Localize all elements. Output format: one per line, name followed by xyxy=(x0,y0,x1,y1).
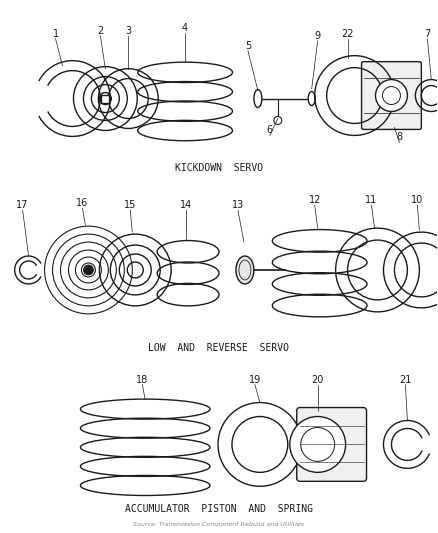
Ellipse shape xyxy=(236,256,254,284)
Text: 19: 19 xyxy=(249,375,261,385)
Text: 1: 1 xyxy=(53,29,59,39)
Bar xyxy=(101,94,110,102)
Text: 5: 5 xyxy=(245,41,251,51)
Ellipse shape xyxy=(308,92,315,106)
Text: 16: 16 xyxy=(76,198,88,208)
Text: KICKDOWN  SERVO: KICKDOWN SERVO xyxy=(175,163,263,173)
Text: 10: 10 xyxy=(411,195,424,205)
Text: 22: 22 xyxy=(341,29,354,39)
Text: 9: 9 xyxy=(314,31,321,41)
Text: 14: 14 xyxy=(180,200,192,210)
Text: 12: 12 xyxy=(308,195,321,205)
Text: 3: 3 xyxy=(125,26,131,36)
Text: 6: 6 xyxy=(267,125,273,135)
Text: 17: 17 xyxy=(17,200,29,210)
Ellipse shape xyxy=(254,90,262,108)
Text: 4: 4 xyxy=(182,23,188,33)
Text: 13: 13 xyxy=(232,200,244,210)
FancyBboxPatch shape xyxy=(361,62,421,130)
Text: Source: Transmission Component Rebuild and Utilities: Source: Transmission Component Rebuild a… xyxy=(134,522,304,527)
Text: 20: 20 xyxy=(311,375,324,385)
Text: 11: 11 xyxy=(365,195,378,205)
Circle shape xyxy=(290,416,346,472)
Text: 2: 2 xyxy=(97,26,103,36)
Circle shape xyxy=(83,265,93,275)
Text: 18: 18 xyxy=(136,375,148,385)
Text: LOW  AND  REVERSE  SERVO: LOW AND REVERSE SERVO xyxy=(148,343,290,353)
Text: 15: 15 xyxy=(124,200,137,210)
Text: 7: 7 xyxy=(424,29,431,39)
Text: 8: 8 xyxy=(396,132,403,142)
FancyBboxPatch shape xyxy=(297,408,367,481)
Circle shape xyxy=(375,79,407,111)
Text: ACCUMULATOR  PISTON  AND  SPRING: ACCUMULATOR PISTON AND SPRING xyxy=(125,504,313,514)
Text: 21: 21 xyxy=(399,375,412,385)
Circle shape xyxy=(274,117,282,124)
